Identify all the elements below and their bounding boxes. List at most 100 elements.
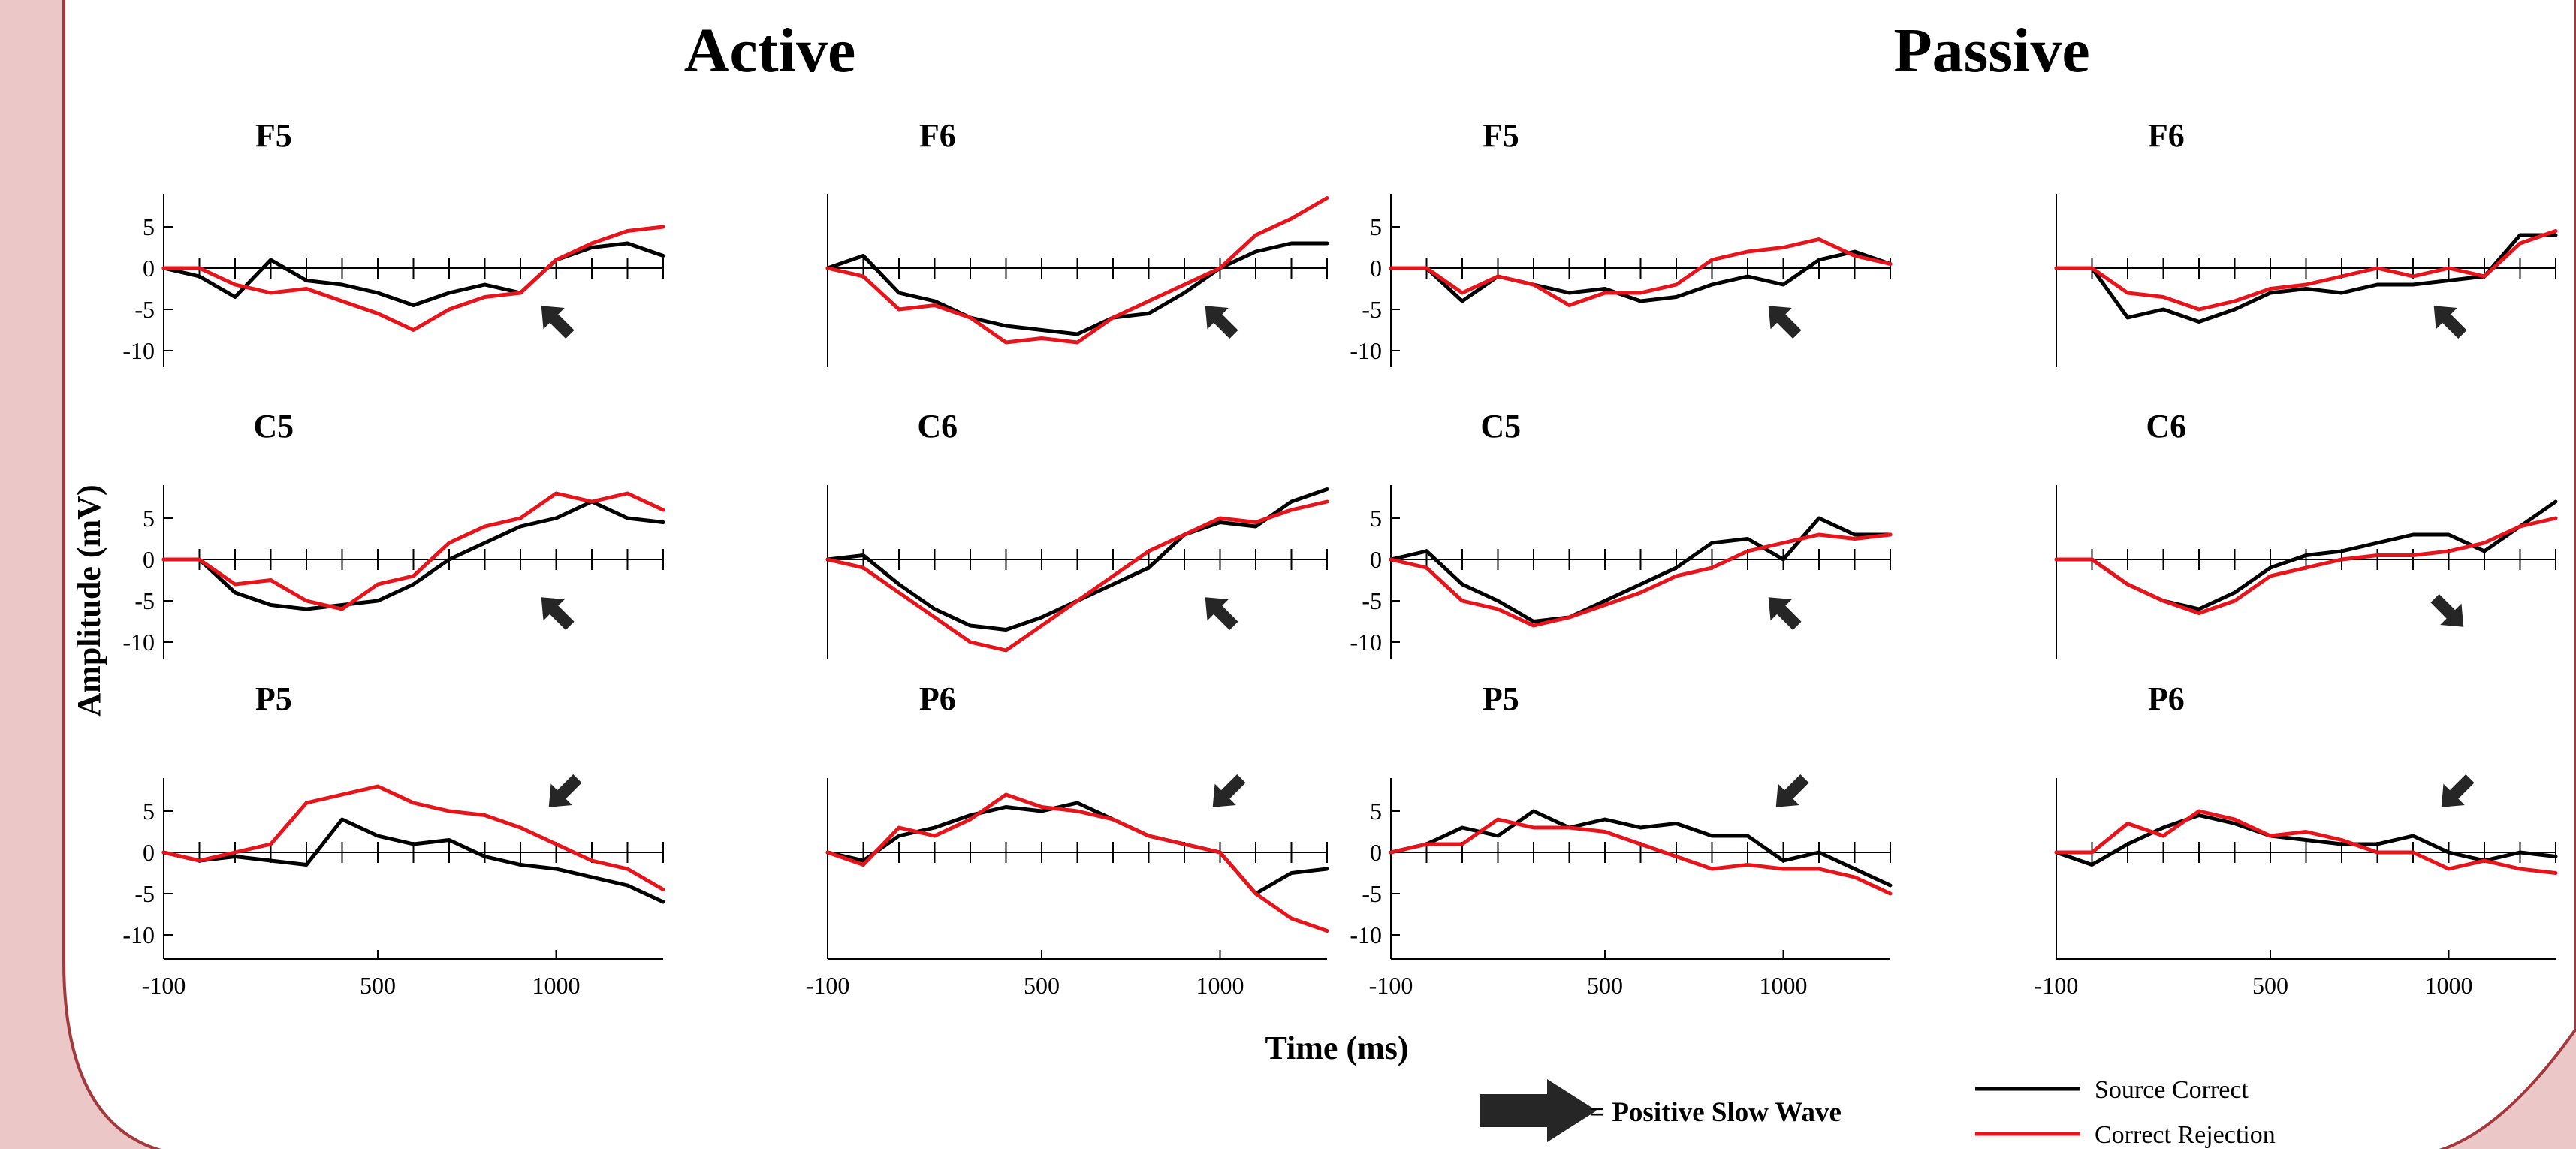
x-tick-label: 500: [360, 972, 396, 999]
plot-title: P6: [919, 680, 956, 717]
series-line-source-correct: [2054, 499, 2558, 611]
plot-title: P5: [255, 680, 292, 717]
series-line-correct-rejection: [1389, 817, 1893, 896]
erp-plot-active-c5: C5 5 0 -5 -10: [122, 408, 665, 659]
slow-wave-arrow-icon: [2430, 593, 2464, 627]
y-tick-label: 5: [1370, 505, 1382, 532]
thick-arrow-icon: [1480, 1079, 1597, 1142]
slow-wave-arrow-icon: [1205, 306, 1238, 339]
erp-plot-passive-c6: C6: [2054, 408, 2558, 659]
x-axis-label: Time (ms): [1265, 1030, 1408, 1066]
plot-title: C5: [1480, 408, 1521, 445]
erp-plot-passive-p5: P5 5 0 -5 -10 -100 500 1000: [1350, 680, 1893, 999]
erp-plot-passive-c5: C5 5 0 -5 -10: [1350, 408, 1893, 659]
y-tick-label: -5: [134, 880, 155, 907]
plot-title: F5: [255, 117, 292, 154]
slow-wave-arrow-icon: [548, 774, 582, 807]
series-line-source-correct: [1389, 249, 1893, 303]
plot-title: C5: [253, 408, 294, 445]
plots-layer: F5 5 0 -5 -10 F6 F5 5 0 -5 -10 F6 C5 5 0 -5 -10 C6 C5 5 0 -5 -…: [122, 117, 2558, 999]
series-line-correct-rejection: [2054, 229, 2558, 312]
series-line-correct-rejection: [1389, 532, 1893, 628]
group-title-active: Active: [684, 16, 856, 86]
series-line-source-correct: [161, 241, 665, 307]
series-line-source-correct: [1389, 809, 1893, 888]
x-tick-label: 500: [2252, 972, 2288, 999]
x-tick-label: -100: [1369, 972, 1413, 999]
y-tick-label: 5: [143, 798, 155, 825]
line-legend: Source Correct Correct Rejection: [1975, 1076, 2276, 1149]
slow-wave-arrow-icon: [2433, 306, 2467, 339]
y-tick-label: 0: [143, 839, 155, 866]
erp-plot-passive-f6: F6: [2054, 117, 2558, 367]
y-tick-label: -10: [1350, 337, 1382, 364]
plot-title: F6: [2148, 117, 2185, 154]
y-tick-label: 0: [1370, 546, 1382, 573]
slow-wave-arrow-icon: [1212, 774, 1246, 807]
erp-plot-active-p6: P6 -100 500 1000: [806, 680, 1329, 999]
legend-label-source-correct: Source Correct: [2095, 1076, 2249, 1104]
slow-wave-arrow-icon: [1768, 306, 1802, 339]
plot-title: P6: [2148, 680, 2185, 717]
x-tick-label: 500: [1024, 972, 1060, 999]
plot-title: P5: [1483, 680, 1519, 717]
series-line-source-correct: [161, 817, 665, 904]
x-tick-label: 1000: [532, 972, 581, 999]
y-tick-label: 0: [1370, 255, 1382, 282]
x-tick-label: 500: [1587, 972, 1623, 999]
erp-plot-active-p5: P5 5 0 -5 -10 -100 500 1000: [122, 680, 665, 999]
y-tick-label: 0: [143, 255, 155, 282]
series-line-correct-rejection: [2054, 516, 2558, 615]
slow-wave-arrow-icon: [1768, 597, 1802, 631]
series-line-correct-rejection: [2054, 809, 2558, 875]
x-tick-label: 1000: [2425, 972, 2473, 999]
legend-label-correct-rejection: Correct Rejection: [2095, 1121, 2276, 1149]
arrow-legend: = Positive Slow Wave: [1480, 1079, 1842, 1142]
y-tick-label: 0: [143, 546, 155, 573]
plot-title: C6: [2146, 408, 2186, 445]
y-tick-label: -10: [122, 337, 155, 364]
slow-wave-arrow-icon: [541, 306, 575, 339]
y-tick-label: -5: [1362, 296, 1382, 323]
y-tick-label: 5: [1370, 213, 1382, 240]
y-tick-label: -5: [1362, 880, 1382, 907]
slow-wave-arrow-icon: [1775, 774, 1809, 807]
series-line-correct-rejection: [161, 491, 665, 611]
y-tick-label: 0: [1370, 839, 1382, 866]
series-line-correct-rejection: [161, 784, 665, 891]
group-title-passive: Passive: [1893, 16, 2089, 86]
plot-title: F5: [1483, 117, 1519, 154]
series-line-correct-rejection: [825, 499, 1329, 653]
series-line-correct-rejection: [161, 225, 665, 332]
y-tick-label: -10: [1350, 629, 1382, 656]
y-tick-label: -5: [134, 587, 155, 614]
slow-wave-arrow-icon: [1205, 597, 1238, 631]
y-tick-label: -5: [134, 296, 155, 323]
series-line-source-correct: [1389, 516, 1893, 623]
panel-background: [62, 0, 2576, 1149]
erp-plot-passive-f5: F5 5 0 -5 -10: [1350, 117, 1893, 367]
series-line-source-correct: [2054, 813, 2558, 867]
x-tick-label: -100: [806, 972, 850, 999]
plot-title: F6: [919, 117, 956, 154]
erp-plot-active-c6: C6: [825, 408, 1329, 659]
arrow-legend-label: = Positive Slow Wave: [1589, 1097, 1842, 1128]
slow-wave-arrow-icon: [2441, 774, 2475, 807]
series-line-source-correct: [161, 499, 665, 611]
slow-wave-arrow-icon: [541, 597, 575, 631]
plot-title: C6: [917, 408, 958, 445]
y-tick-label: 5: [143, 213, 155, 240]
series-line-correct-rejection: [825, 196, 1329, 345]
y-tick-label: -10: [122, 629, 155, 656]
x-tick-label: 1000: [1760, 972, 1808, 999]
y-axis-label: Amplitude (mV): [71, 484, 107, 716]
x-tick-label: -100: [142, 972, 186, 999]
erp-plot-active-f6: F6: [825, 117, 1329, 367]
series-line-source-correct: [2054, 233, 2558, 324]
y-tick-label: -5: [1362, 587, 1382, 614]
x-tick-label: 1000: [1196, 972, 1244, 999]
series-line-correct-rejection: [1389, 237, 1893, 307]
y-tick-label: 5: [143, 505, 155, 532]
